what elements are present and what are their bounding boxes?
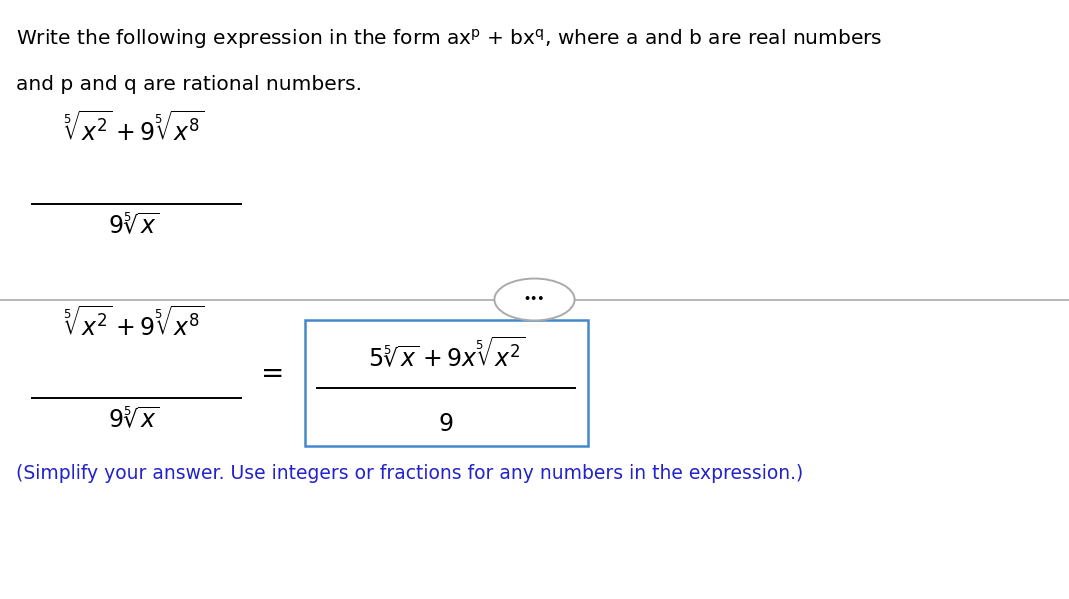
Text: •••: ••• [524,295,545,304]
Text: $9\sqrt[5]{x}$: $9\sqrt[5]{x}$ [108,407,159,434]
Text: and p and q are rational numbers.: and p and q are rational numbers. [16,75,362,94]
Text: 9: 9 [438,412,454,435]
Text: $\sqrt[5]{x^2} + 9\sqrt[5]{x^8}$: $\sqrt[5]{x^2} + 9\sqrt[5]{x^8}$ [63,306,204,341]
Text: (Simplify your answer. Use integers or fractions for any numbers in the expressi: (Simplify your answer. Use integers or f… [16,464,803,483]
Ellipse shape [494,279,575,320]
Text: $5\sqrt[5]{x} + 9x\sqrt[5]{x^2}$: $5\sqrt[5]{x} + 9x\sqrt[5]{x^2}$ [368,337,525,372]
Text: Write the following expression in the form ax$^\mathregular{p}$ + bx$^\mathregul: Write the following expression in the fo… [16,27,882,51]
Text: $\sqrt[5]{x^2} + 9\sqrt[5]{x^8}$: $\sqrt[5]{x^2} + 9\sqrt[5]{x^8}$ [63,111,204,147]
Text: =: = [261,361,284,388]
FancyBboxPatch shape [305,320,588,446]
Text: $9\sqrt[5]{x}$: $9\sqrt[5]{x}$ [108,213,159,239]
